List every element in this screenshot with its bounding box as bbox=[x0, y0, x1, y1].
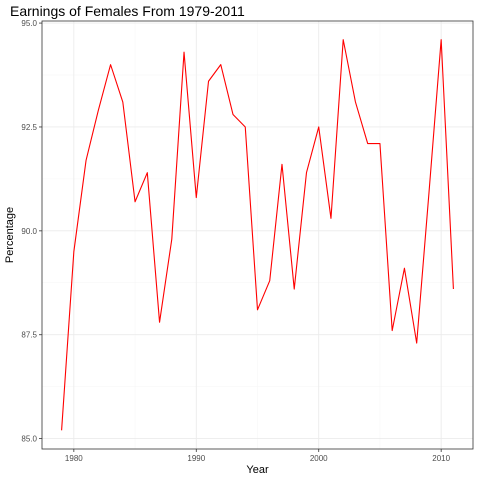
data-point bbox=[354, 101, 356, 103]
x-axis-title: Year bbox=[246, 464, 269, 476]
data-point bbox=[146, 171, 148, 173]
data-point bbox=[134, 201, 136, 203]
x-tick-label: 2000 bbox=[310, 454, 328, 463]
y-tick-label: 92.5 bbox=[21, 123, 37, 132]
data-point bbox=[85, 159, 87, 161]
data-point bbox=[97, 109, 99, 111]
data-point bbox=[440, 38, 442, 40]
data-point bbox=[403, 267, 405, 269]
data-point bbox=[269, 280, 271, 282]
data-point bbox=[122, 101, 124, 103]
data-point bbox=[244, 126, 246, 128]
y-tick-label: 85.0 bbox=[21, 435, 37, 444]
data-point bbox=[281, 163, 283, 165]
data-point bbox=[171, 238, 173, 240]
data-point bbox=[220, 63, 222, 65]
data-point bbox=[256, 309, 258, 311]
data-point bbox=[183, 51, 185, 53]
y-axis: 85.0 87.5 90.0 92.5 95.0 bbox=[21, 19, 42, 444]
y-tick-label: 90.0 bbox=[21, 227, 37, 236]
data-point bbox=[330, 217, 332, 219]
plot-panel-border bbox=[41, 20, 474, 450]
data-series bbox=[60, 38, 454, 431]
series-line bbox=[61, 39, 454, 431]
data-point bbox=[60, 429, 62, 431]
x-tick-label: 2010 bbox=[432, 454, 450, 463]
data-point bbox=[391, 329, 393, 331]
data-point bbox=[379, 142, 381, 144]
y-tick-label: 87.5 bbox=[21, 331, 37, 340]
y-axis-title: Percentage bbox=[4, 207, 16, 263]
x-tick-label: 1990 bbox=[187, 454, 205, 463]
data-point bbox=[318, 126, 320, 128]
x-axis: 1980 1990 2000 2010 bbox=[65, 449, 451, 463]
data-point bbox=[158, 321, 160, 323]
data-point bbox=[452, 288, 454, 290]
x-tick-label: 1980 bbox=[65, 454, 83, 463]
data-point bbox=[207, 80, 209, 82]
data-point bbox=[73, 250, 75, 252]
data-point bbox=[195, 196, 197, 198]
data-point bbox=[109, 63, 111, 65]
major-gridlines bbox=[42, 21, 473, 449]
data-point bbox=[428, 192, 430, 194]
data-point bbox=[293, 288, 295, 290]
data-point bbox=[232, 113, 234, 115]
y-tick-label: 95.0 bbox=[21, 19, 37, 28]
data-point bbox=[305, 171, 307, 173]
data-point bbox=[415, 342, 417, 344]
data-point bbox=[342, 38, 344, 40]
minor-gridlines bbox=[42, 21, 473, 449]
chart-title: Earnings of Females From 1979-2011 bbox=[10, 3, 245, 19]
data-point bbox=[366, 142, 368, 144]
